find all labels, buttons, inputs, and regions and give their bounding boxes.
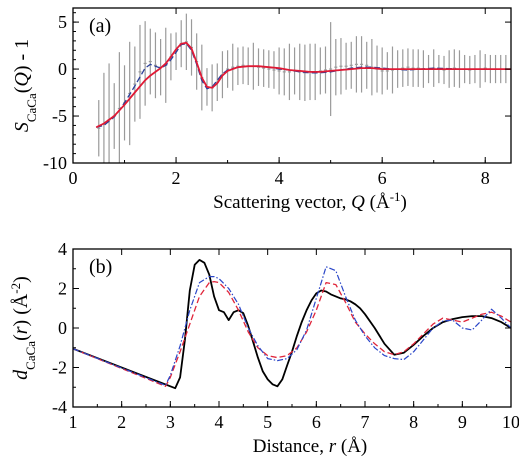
label-part: ) xyxy=(401,192,407,213)
label-part: CaCa xyxy=(24,93,39,122)
y-axis-title: dCaCa(r) (Å-2) xyxy=(8,276,38,380)
x-tick-label: 4 xyxy=(215,412,224,432)
series-line-2 xyxy=(73,266,511,386)
label-part: ) - 1 xyxy=(11,39,33,72)
plot-frame xyxy=(72,248,512,408)
x-tick-label: 2 xyxy=(117,412,126,432)
plot-area xyxy=(95,13,511,163)
y-tick-label: -10 xyxy=(43,153,67,173)
panel-label: (b) xyxy=(89,256,112,278)
label-part: CaCa xyxy=(23,341,38,370)
y-tick-label: 0 xyxy=(58,59,67,79)
x-tick-label: 4 xyxy=(275,168,284,188)
label-part: Q xyxy=(351,192,365,213)
label-part: (Å xyxy=(365,192,390,213)
y-tick-label: 4 xyxy=(58,239,67,259)
x-tick-label: 10 xyxy=(502,412,519,432)
label-part: d xyxy=(10,369,32,380)
label-part: r xyxy=(329,436,337,457)
label-part: ( xyxy=(10,334,32,341)
panel-label: (a) xyxy=(89,15,111,37)
x-tick-label: 5 xyxy=(263,412,272,432)
label-part: Q xyxy=(11,72,33,87)
label-part: Distance, xyxy=(253,436,329,457)
panel-a: 0 2 4 6 8 -10 -5 0 5 (a) Scattering vector, Q (Å-1… xyxy=(11,7,512,214)
x-tick-label: 8 xyxy=(409,412,418,432)
y-tick-label: 0 xyxy=(58,318,67,338)
y-tick-label: -4 xyxy=(52,397,67,417)
series-line-2 xyxy=(95,41,511,129)
y-tick-label: -5 xyxy=(52,106,67,126)
series-line-0 xyxy=(73,259,511,390)
x-tick-label: 3 xyxy=(166,412,175,432)
x-axis-title: Scattering vector, Q (Å-1) xyxy=(213,189,407,214)
label-part: -1 xyxy=(390,189,401,204)
x-tick-label: 6 xyxy=(312,412,321,432)
y-tick-label: -2 xyxy=(52,358,67,378)
x-tick-label: 1 xyxy=(69,412,78,432)
x-tick-label: 0 xyxy=(69,168,78,188)
label-part: Scattering vector, xyxy=(213,192,351,213)
label-part: (Å) xyxy=(336,436,367,457)
x-tick-label: 6 xyxy=(378,168,387,188)
y-axis-title: SCaCa(Q) - 1 xyxy=(11,39,39,132)
x-tick-label: 8 xyxy=(481,168,490,188)
label-part: -2 xyxy=(8,283,23,294)
plot-frame xyxy=(72,7,512,164)
label-part: S xyxy=(11,122,33,132)
label-part: r xyxy=(10,326,32,334)
label-part: ) xyxy=(10,276,32,283)
label-part: ( xyxy=(11,86,33,93)
x-tick-label: 9 xyxy=(458,412,467,432)
x-axis-title: Distance, r (Å) xyxy=(253,436,368,457)
series-line-1 xyxy=(73,280,511,387)
y-tick-label: 5 xyxy=(58,12,67,32)
x-tick-label: 7 xyxy=(361,412,370,432)
panel-b: 1 2 3 4 5 6 7 8 9 10 -4 -2 0 2 4 (b) Distance, r (Å) dCaC… xyxy=(8,239,519,457)
y-tick-label: 2 xyxy=(58,279,67,299)
x-tick-label: 2 xyxy=(172,168,181,188)
label-part: ) (Å xyxy=(10,293,32,326)
plot-area xyxy=(73,259,511,390)
